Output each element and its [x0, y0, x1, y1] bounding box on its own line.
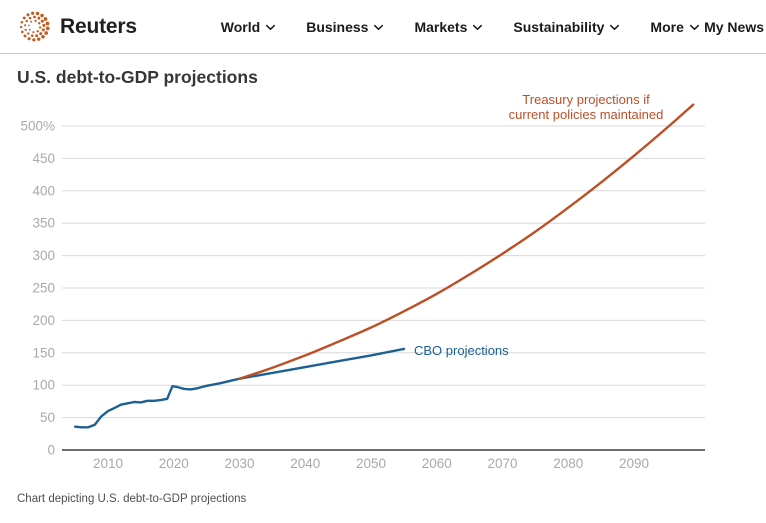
treasury-annotation: Treasury projections if	[522, 92, 650, 107]
nav-item-label: Markets	[414, 18, 468, 35]
y-tick-label: 200	[32, 313, 55, 328]
nav-item-more[interactable]: More	[650, 18, 700, 35]
y-tick-label: 300	[32, 248, 55, 263]
nav-item-sustainability[interactable]: Sustainability	[513, 19, 620, 35]
treasury-line	[238, 103, 695, 380]
page-title: U.S. debt-to-GDP projections	[17, 67, 258, 87]
treasury-annotation: current policies maintained	[509, 107, 664, 122]
y-tick-label: 50	[40, 410, 55, 425]
nav-item-label: World	[220, 18, 261, 35]
y-tick-label: 400	[32, 183, 55, 198]
debt-to-gdp-chart: 0 50 100 150 200 250 300 350 400 450 500% 2010 2020 2…	[20, 92, 705, 471]
reuters-logo-icon	[19, 11, 50, 42]
chevron-down-icon	[610, 24, 620, 31]
nav-item-label: Business	[306, 18, 369, 35]
x-tick-label: 2020	[159, 456, 189, 471]
main-nav: World Business Markets Sustainability More	[221, 19, 700, 35]
cbo-line	[73, 347, 406, 429]
x-tick-label: 2040	[290, 456, 320, 471]
reuters-wordmark: Reuters	[60, 14, 137, 38]
y-tick-label: 100	[32, 378, 55, 393]
chevron-down-icon	[689, 24, 700, 31]
y-tick-label: 350	[32, 216, 55, 231]
nav-item-business[interactable]: Business	[306, 19, 384, 35]
site-header: Reuters World Business Markets Sustainabili…	[0, 0, 766, 54]
nav-item-world[interactable]: World	[221, 19, 276, 35]
x-tick-label: 2090	[619, 456, 649, 471]
x-tick-label: 2070	[487, 456, 517, 471]
nav-item-label: Sustainability	[513, 18, 605, 35]
cbo-annotation: CBO projections	[414, 343, 509, 358]
x-tick-label: 2080	[553, 456, 583, 471]
y-tick-label: 250	[32, 281, 55, 296]
nav-item-label: More	[650, 18, 684, 35]
y-tick-label: 150	[32, 345, 55, 360]
chart-caption: Chart depicting U.S. debt-to-GDP project…	[17, 493, 247, 505]
x-tick-label: 2060	[422, 456, 452, 471]
y-tick-label: 450	[32, 151, 55, 166]
x-tick-label: 2030	[224, 456, 254, 471]
chevron-down-icon	[374, 24, 384, 31]
x-tick-label: 2050	[356, 456, 386, 471]
x-tick-label: 2010	[93, 456, 123, 471]
y-tick-label: 500%	[20, 119, 55, 134]
y-tick-label: 0	[47, 443, 55, 458]
article-body: U.S. debt-to-GDP projections 0 50 100 150 20…	[0, 54, 766, 505]
nav-item-markets[interactable]: Markets	[414, 19, 483, 35]
chevron-down-icon	[473, 24, 483, 31]
my-news-link[interactable]: My News	[704, 18, 764, 35]
reuters-logo[interactable]: Reuters	[16, 8, 137, 45]
chevron-down-icon	[265, 24, 276, 31]
